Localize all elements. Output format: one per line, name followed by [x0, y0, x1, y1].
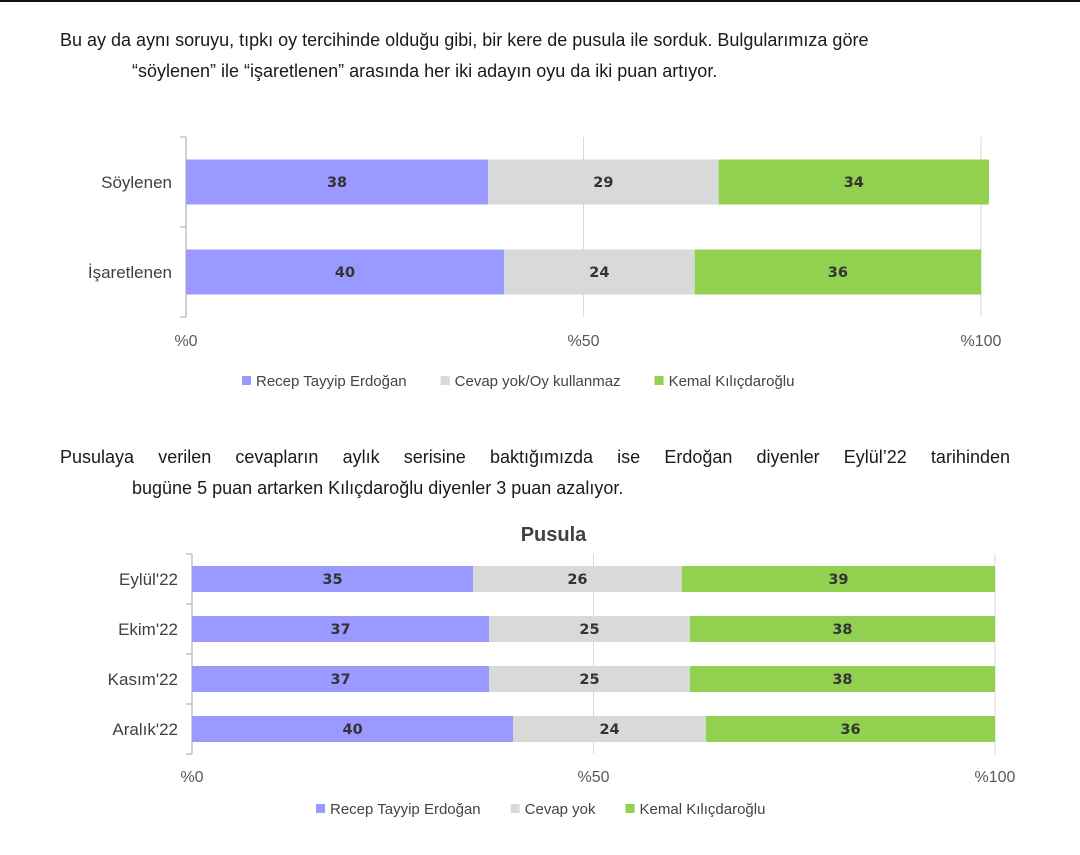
legend-label: Kemal Kılıçdaroğlu — [640, 801, 766, 818]
bar-segment — [718, 159, 989, 205]
x-tick-label: %100 — [975, 769, 1016, 786]
data-label: 40 — [343, 722, 363, 738]
chart-soylenen-isaretlenen: %0 %50 %100 Söylenen 38 29 34 İşaretlenen 40 24 36… — [88, 136, 1002, 390]
category-label: Eylül'22 — [119, 570, 178, 589]
data-label: 38 — [832, 622, 852, 638]
x-tick-label: %100 — [961, 333, 1002, 350]
bar-segment — [192, 616, 490, 642]
legend-swatch — [440, 376, 450, 385]
bar-segment — [489, 616, 690, 642]
legend-swatch — [316, 804, 325, 813]
bar-segment — [489, 666, 690, 692]
series-paragraph-line-1: Pusulaya verilen cevapların aylık serisi… — [60, 447, 1010, 467]
legend-label: Kemal Kılıçdaroğlu — [669, 373, 795, 390]
intro-paragraph-line-1: Bu ay da aynı soruyu, tıpkı oy tercihind… — [60, 30, 869, 50]
bar-segment — [473, 566, 682, 592]
category-label: Ekim'22 — [118, 620, 178, 639]
legend-swatch — [510, 804, 520, 813]
data-label: 38 — [327, 175, 347, 191]
x-tick-label: %50 — [567, 333, 599, 350]
data-label: 40 — [335, 265, 355, 281]
legend-label: Recep Tayyip Erdoğan — [330, 801, 481, 818]
chart-title: Pusula — [521, 524, 587, 546]
bar-segment — [186, 159, 489, 205]
legend-swatch — [625, 804, 635, 813]
bar-segment — [192, 716, 514, 742]
bar-segment — [192, 566, 474, 592]
bar-segment — [504, 249, 695, 295]
legend-label: Cevap yok/Oy kullanmaz — [455, 373, 621, 390]
data-label: 36 — [840, 722, 860, 738]
series-paragraph: Pusulaya verilen cevapların aylık serisi… — [60, 442, 1010, 504]
intro-paragraph-line-2: “söylenen” ile “işaretlenen” arasında he… — [132, 61, 718, 81]
data-label: 39 — [828, 572, 848, 588]
bar-segment — [681, 566, 995, 592]
bar-segment — [488, 159, 719, 205]
x-tick-label: %0 — [174, 333, 197, 350]
legend-swatch — [242, 376, 251, 385]
chart-pusula-monthly: %0 %50 %100 Pusula Eylül'22 35 26 39 Ekim'22 37 25… — [108, 524, 1016, 818]
data-label: 24 — [589, 265, 609, 281]
data-label: 36 — [828, 265, 848, 281]
intro-paragraph: Bu ay da aynı soruyu, tıpkı oy tercihind… — [60, 25, 1010, 87]
top-border-line — [0, 0, 1080, 2]
category-label: Aralık'22 — [112, 720, 178, 739]
bar-segment — [705, 716, 995, 742]
data-label: 29 — [593, 175, 613, 191]
bar-segment — [689, 666, 995, 692]
bar-segment — [192, 666, 490, 692]
category-label: Söylenen — [101, 173, 172, 192]
legend-label: Recep Tayyip Erdoğan — [256, 373, 407, 390]
data-label: 35 — [322, 572, 342, 588]
data-label: 37 — [330, 622, 350, 638]
category-label: Kasım'22 — [108, 670, 178, 689]
legend-swatch — [654, 376, 664, 385]
bar-segment — [513, 716, 706, 742]
data-label: 34 — [844, 175, 864, 191]
bar-segment — [186, 249, 504, 295]
x-tick-label: %0 — [180, 769, 203, 786]
bar-segment — [689, 616, 995, 642]
series-paragraph-line-2: bugüne 5 puan artarken Kılıçdaroğlu diye… — [132, 478, 624, 498]
bar-segment — [694, 249, 981, 295]
data-label: 38 — [832, 672, 852, 688]
data-label: 26 — [567, 572, 587, 588]
category-label: İşaretlenen — [88, 263, 172, 282]
data-label: 24 — [599, 722, 619, 738]
legend-label: Cevap yok — [525, 801, 596, 818]
data-label: 25 — [579, 622, 599, 638]
data-label: 37 — [330, 672, 350, 688]
data-label: 25 — [579, 672, 599, 688]
x-tick-label: %50 — [577, 769, 609, 786]
